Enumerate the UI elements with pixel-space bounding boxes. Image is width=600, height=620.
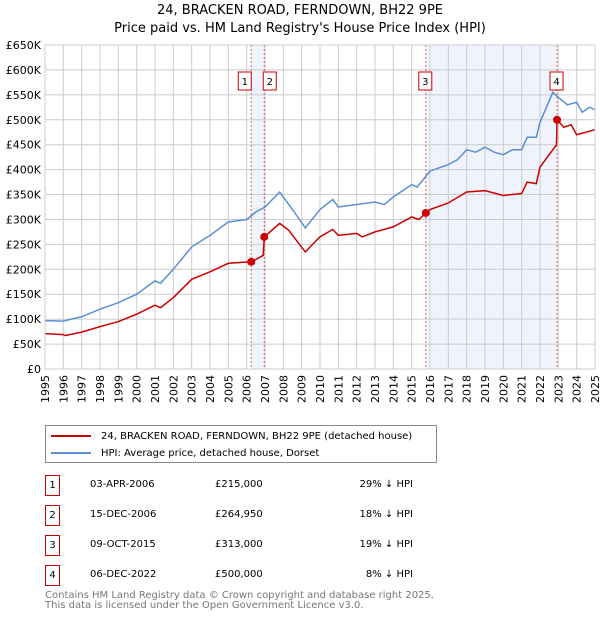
x-tick-label: 2016 — [424, 375, 437, 403]
x-tick-label: 2025 — [589, 375, 600, 403]
shaded-period — [251, 45, 265, 369]
sale-label: 4 — [553, 77, 559, 88]
x-tick-label: 2004 — [204, 375, 217, 403]
legend-label: HPI: Average price, detached house, Dors… — [101, 447, 320, 459]
x-tick-label: 2024 — [571, 375, 584, 403]
sale-number-badge: 4 — [45, 565, 60, 586]
footer-line: Contains HM Land Registry data © Crown c… — [45, 590, 434, 601]
sale-point — [247, 257, 256, 266]
sale-point — [421, 208, 430, 217]
x-tick-label: 1999 — [112, 375, 125, 403]
sale-label: 1 — [242, 77, 248, 88]
sale-date: 15-DEC-2006 — [90, 509, 157, 520]
y-tick-label: £50K — [13, 338, 42, 351]
x-tick-label: 1997 — [76, 375, 89, 403]
y-tick-label: £650K — [6, 39, 42, 52]
sale-label: 3 — [422, 77, 428, 88]
legend-swatch — [51, 435, 91, 437]
footer-line: This data is licensed under the Open Gov… — [45, 600, 364, 611]
x-tick-label: 2000 — [131, 375, 144, 403]
x-tick-label: 2020 — [497, 375, 510, 403]
y-tick-label: £0 — [27, 363, 41, 376]
plot-border — [44, 44, 596, 370]
x-tick-label: 2022 — [534, 375, 547, 403]
legend-item-property: 24, BRACKEN ROAD, FERNDOWN, BH22 9PE (de… — [46, 428, 412, 444]
x-tick-label: 2012 — [351, 375, 364, 403]
x-tick-label: 2002 — [167, 375, 180, 403]
sale-label: 2 — [267, 77, 273, 88]
x-tick-label: 2007 — [259, 375, 272, 403]
sale-price: £500,000 — [215, 569, 263, 580]
x-tick-label: 2005 — [222, 375, 235, 403]
x-tick-label: 2021 — [516, 375, 529, 403]
y-tick-label: £300K — [6, 213, 42, 226]
y-tick-label: £500K — [6, 114, 42, 127]
x-tick-label: 2006 — [241, 375, 254, 403]
sale-hpi-diff: 29% ↓ HPI — [359, 479, 413, 490]
x-tick-label: 1998 — [94, 375, 107, 403]
sale-row: 1 03-APR-2006 £215,000 29% ↓ HPI — [45, 475, 465, 496]
legend-item-hpi: HPI: Average price, detached house, Dors… — [46, 445, 319, 461]
legend: 24, BRACKEN ROAD, FERNDOWN, BH22 9PE (de… — [45, 425, 437, 463]
sale-label-box — [549, 71, 564, 91]
x-tick-label: 2023 — [552, 375, 565, 403]
sale-number-badge: 3 — [45, 535, 60, 556]
y-tick-label: £250K — [6, 238, 42, 251]
x-tick-label: 1995 — [39, 375, 52, 403]
x-tick-label: 2019 — [479, 375, 492, 403]
sale-point — [260, 232, 269, 241]
x-tick-label: 1996 — [57, 375, 70, 403]
sale-price: £313,000 — [215, 539, 263, 550]
x-tick-label: 2011 — [332, 375, 345, 403]
sale-label-box — [418, 71, 433, 91]
y-tick-label: £550K — [6, 89, 42, 102]
x-tick-label: 2010 — [314, 375, 327, 403]
y-tick-label: £100K — [6, 313, 42, 326]
sale-date: 09-OCT-2015 — [90, 539, 156, 550]
price-paid-line — [44, 117, 596, 337]
sale-hpi-diff: 8% ↓ HPI — [365, 569, 413, 580]
sale-point — [553, 115, 562, 124]
sale-price: £264,950 — [215, 509, 263, 520]
sale-hpi-diff: 18% ↓ HPI — [359, 509, 413, 520]
x-tick-label: 2003 — [186, 375, 199, 403]
x-tick-label: 2015 — [406, 375, 419, 403]
x-tick-label: 2018 — [461, 375, 474, 403]
y-tick-label: £400K — [6, 164, 42, 177]
sale-hpi-diff: 19% ↓ HPI — [359, 539, 413, 550]
sale-date: 03-APR-2006 — [90, 479, 155, 490]
sale-price: £215,000 — [215, 479, 263, 490]
legend-label: 24, BRACKEN ROAD, FERNDOWN, BH22 9PE (de… — [101, 430, 413, 442]
x-tick-label: 2001 — [149, 375, 162, 403]
sale-number-badge: 1 — [45, 475, 60, 496]
sale-row: 4 06-DEC-2022 £500,000 8% ↓ HPI — [45, 565, 465, 586]
sale-row: 2 15-DEC-2006 £264,950 18% ↓ HPI — [45, 505, 465, 526]
x-tick-label: 2008 — [277, 375, 290, 403]
shaded-period — [425, 45, 558, 369]
y-tick-label: £200K — [6, 263, 42, 276]
y-tick-label: £600K — [6, 64, 42, 77]
y-tick-label: £150K — [6, 288, 42, 301]
hpi-line — [44, 91, 596, 322]
chart-title: 24, BRACKEN ROAD, FERNDOWN, BH22 9PE — [157, 3, 443, 18]
y-tick-label: £450K — [6, 139, 42, 152]
x-tick-label: 2009 — [296, 375, 309, 403]
x-tick-label: 2017 — [442, 375, 455, 403]
x-tick-label: 2013 — [369, 375, 382, 403]
sale-label-box — [262, 71, 277, 91]
sale-row: 3 09-OCT-2015 £313,000 19% ↓ HPI — [45, 535, 465, 556]
price-chart: £0 £50K £100K £150K £200K £250K £300K £350K £400… — [6, 39, 600, 403]
legend-swatch — [51, 452, 91, 454]
sale-label-box — [237, 71, 252, 91]
y-tick-label: £350K — [6, 189, 42, 202]
x-tick-label: 2014 — [387, 375, 400, 403]
footer: Contains HM Land Registry data © Crown c… — [45, 591, 434, 611]
sale-date: 06-DEC-2022 — [90, 569, 157, 580]
chart-subtitle: Price paid vs. HM Land Registry's House … — [114, 21, 486, 36]
sale-number-badge: 2 — [45, 505, 60, 526]
